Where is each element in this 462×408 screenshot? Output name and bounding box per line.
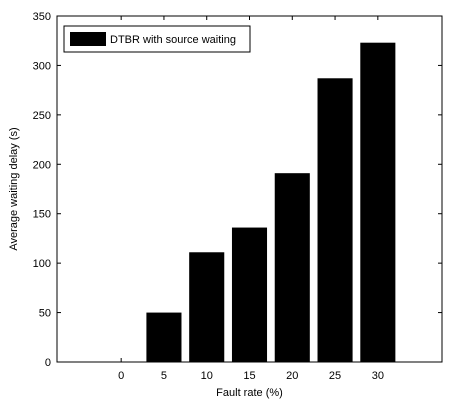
x-tick-label: 25 bbox=[329, 370, 341, 382]
legend: DTBR with source waiting bbox=[63, 25, 251, 53]
bar-5 bbox=[146, 312, 182, 362]
x-tick-label: 30 bbox=[372, 370, 384, 382]
x-tick-label: 20 bbox=[286, 370, 298, 382]
x-tick-label: 15 bbox=[243, 370, 255, 382]
y-tick-label: 200 bbox=[33, 159, 51, 171]
x-tick-label: 0 bbox=[118, 370, 124, 382]
bar-25 bbox=[317, 78, 353, 362]
bar-30 bbox=[360, 42, 396, 362]
y-tick-label: 150 bbox=[33, 209, 51, 221]
y-tick-label: 300 bbox=[33, 60, 51, 72]
x-axis: 0 5 10 15 20 25 30 bbox=[118, 16, 384, 382]
y-tick-label: 350 bbox=[33, 11, 51, 23]
x-tick-label: 5 bbox=[161, 370, 167, 382]
x-tick-label: 10 bbox=[201, 370, 213, 382]
bar-10 bbox=[189, 252, 225, 362]
y-axis: 0 50 100 150 200 250 300 350 bbox=[33, 11, 442, 369]
y-tick-label: 0 bbox=[45, 357, 51, 369]
legend-label: DTBR with source waiting bbox=[110, 34, 236, 46]
bar-15 bbox=[231, 227, 268, 362]
bars-group bbox=[146, 42, 396, 362]
y-tick-label: 250 bbox=[33, 110, 51, 122]
y-tick-label: 50 bbox=[39, 308, 51, 320]
x-axis-label: Fault rate (%) bbox=[216, 387, 283, 399]
y-tick-label: 100 bbox=[33, 258, 51, 270]
bar-20 bbox=[274, 173, 310, 362]
y-axis-label: Average waiting delay (s) bbox=[8, 127, 20, 250]
legend-swatch bbox=[70, 32, 106, 46]
